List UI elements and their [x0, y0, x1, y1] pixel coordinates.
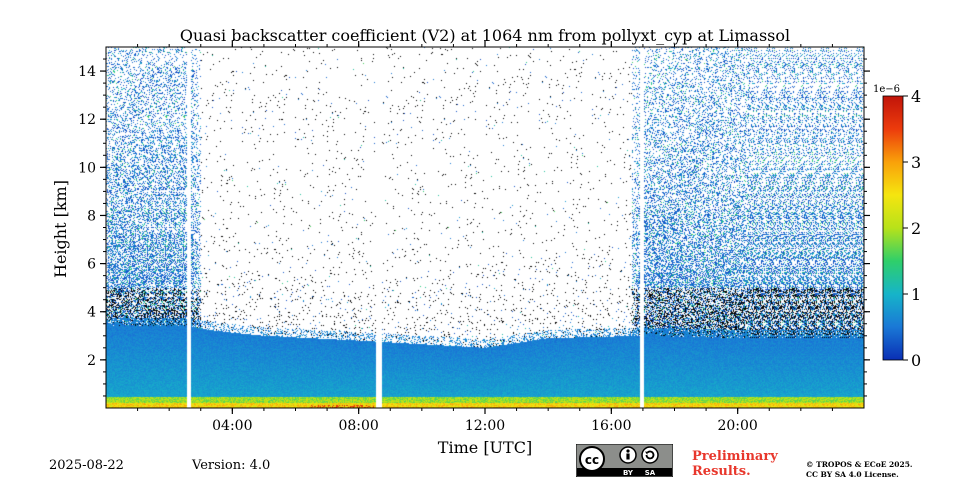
- share-alike-icon: [641, 446, 659, 464]
- colorbar-gradient: [882, 95, 904, 361]
- license-text: © TROPOS & ECoE 2025. CC BY SA 4.0 Licen…: [806, 460, 913, 480]
- x-axis-label: Time [UTC]: [438, 438, 532, 457]
- date-label: 2025-08-22: [49, 458, 124, 473]
- y-tick-label: 4: [87, 305, 96, 321]
- license-line-1: © TROPOS & ECoE 2025.: [806, 460, 913, 469]
- svg-text:cc: cc: [585, 453, 599, 467]
- plot-area: [106, 47, 864, 408]
- license-line-2: CC BY SA 4.0 License.: [806, 470, 899, 479]
- chart-title: Quasi backscatter coefficient (V2) at 10…: [180, 26, 790, 45]
- colorbar: 0 1 2 3 4 1e−6: [873, 84, 921, 370]
- y-tick-label: 14: [78, 64, 96, 80]
- x-tick-label: 04:00: [212, 418, 252, 434]
- colorbar-exponent-label: 1e−6: [873, 84, 900, 95]
- y-tick-label: 12: [78, 112, 96, 128]
- cc-sa-label: SA: [645, 469, 656, 477]
- colorbar-tick-label: 1: [911, 285, 921, 304]
- colorbar-tick-label: 4: [911, 87, 921, 106]
- attribution-icon: [619, 446, 637, 464]
- y-tick-label: 6: [87, 257, 96, 273]
- cc-by-label: BY: [623, 469, 634, 477]
- x-tick-label: 08:00: [338, 418, 378, 434]
- colorbar-tick-label: 2: [911, 219, 921, 238]
- preliminary-line-1: Preliminary: [692, 449, 778, 464]
- y-tick-label: 2: [87, 353, 96, 369]
- x-tick-label: 20:00: [717, 418, 757, 434]
- cc-icon: cc: [579, 446, 605, 472]
- axes: 04:00 08:00 12:00 16:00 20:00 2 4 6 8 10 12 14: [78, 41, 870, 434]
- y-tick-label: 10: [78, 160, 96, 176]
- backscatter-heatmap: [106, 47, 864, 408]
- version-label: Version: 4.0: [192, 458, 271, 473]
- y-axis-label: Height [km]: [51, 180, 70, 278]
- y-tick-label: 8: [87, 208, 96, 224]
- preliminary-results-label: Preliminary Results.: [692, 449, 778, 479]
- colorbar-tick-label: 0: [911, 351, 921, 370]
- cc-by-sa-badge[interactable]: cc BY SA: [576, 444, 673, 477]
- colorbar-tick-label: 3: [911, 153, 921, 172]
- x-tick-label: 12:00: [465, 418, 505, 434]
- x-tick-label: 16:00: [591, 418, 631, 434]
- preliminary-line-2: Results.: [692, 464, 751, 479]
